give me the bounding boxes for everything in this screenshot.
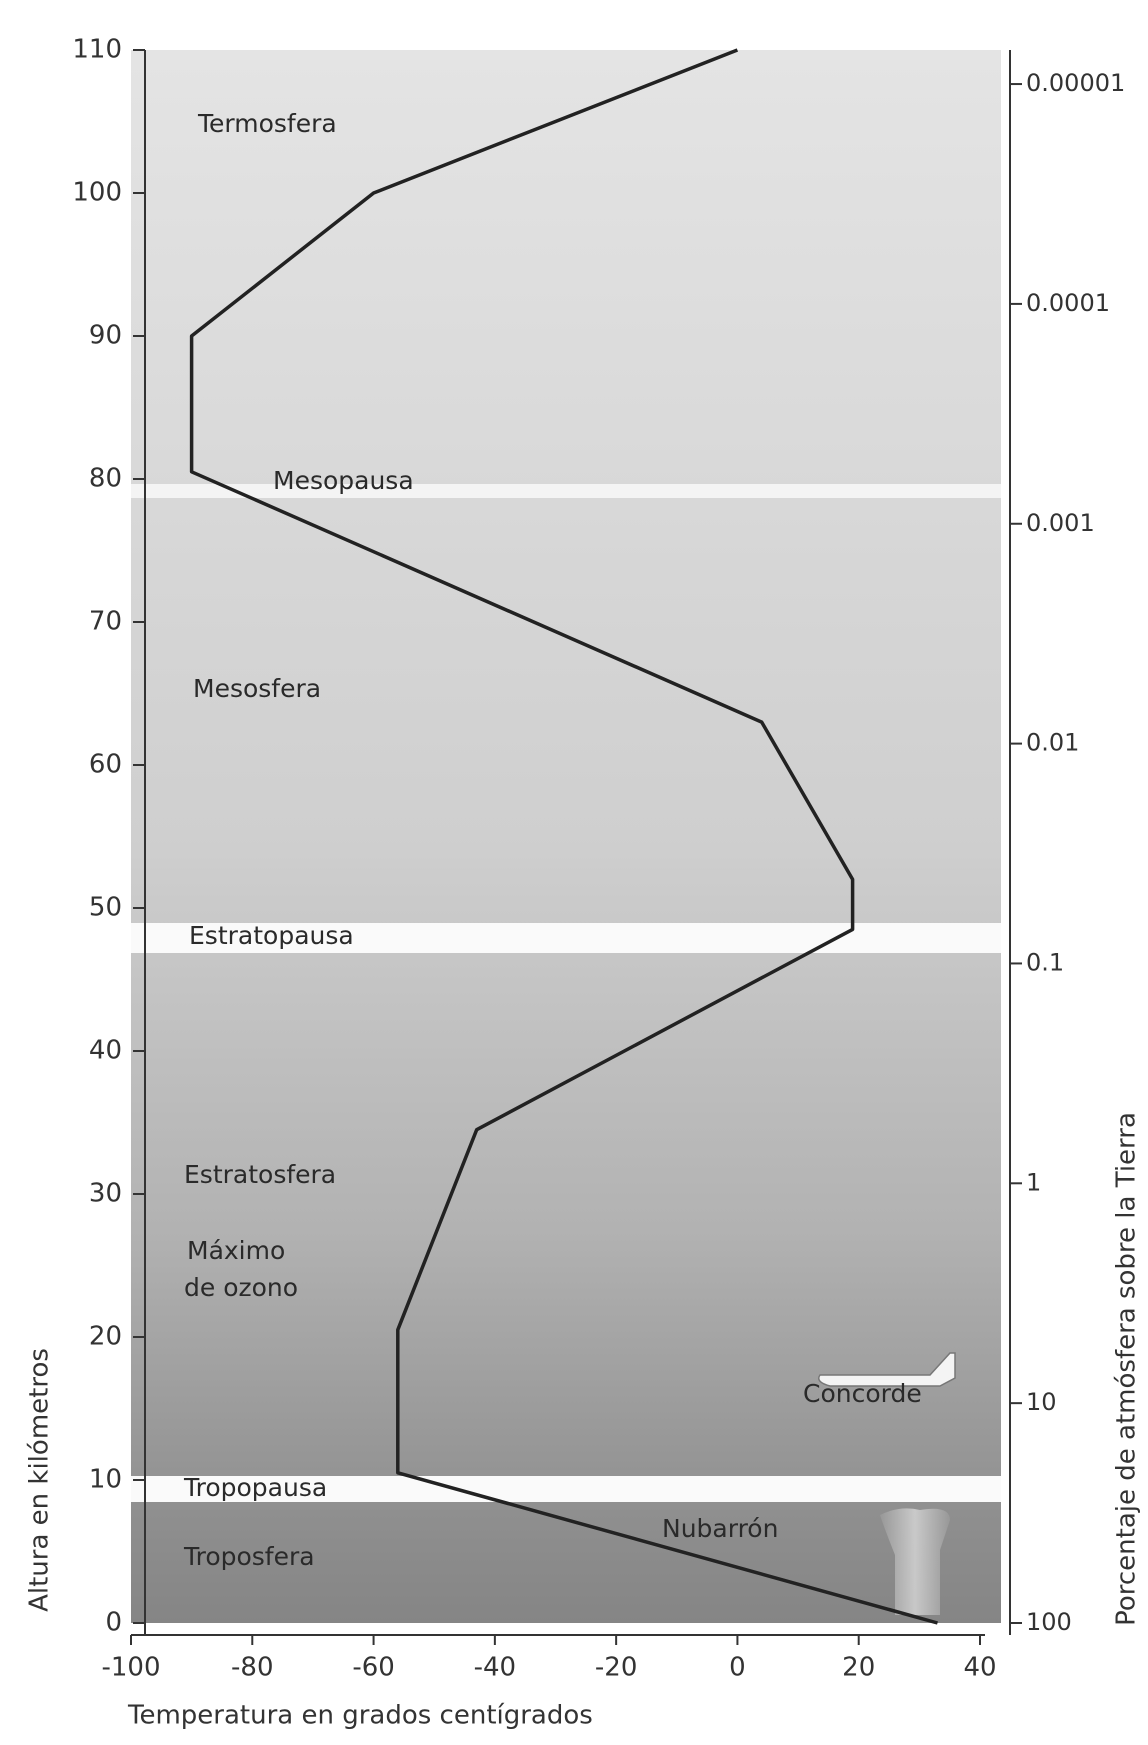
y-tick-label: 50 bbox=[89, 893, 122, 923]
x-tick-label: 0 bbox=[729, 1653, 746, 1683]
y2-tick-label: 0.1 bbox=[1026, 948, 1064, 976]
y-tick-label: 30 bbox=[89, 1179, 122, 1209]
y2-tick-label: 0.001 bbox=[1026, 509, 1095, 537]
layer-label: Nubarrón bbox=[662, 1514, 778, 1543]
layer-label: Máximo bbox=[187, 1236, 285, 1265]
y2-axis-title: Porcentaje de atmósfera sobre la Tierra bbox=[1112, 1112, 1142, 1626]
y-axis-title: Altura en kilómetros bbox=[25, 1348, 55, 1612]
y-tick-label: 80 bbox=[89, 464, 122, 494]
y-tick-label: 60 bbox=[89, 750, 122, 780]
x-tick-label: -100 bbox=[101, 1653, 160, 1683]
layer-label: Mesosfera bbox=[193, 674, 321, 703]
x-tick-label: -20 bbox=[595, 1653, 637, 1683]
tropopause-band bbox=[131, 1476, 1001, 1502]
y2-tick-label: 100 bbox=[1026, 1608, 1072, 1636]
atmosphere-background bbox=[131, 50, 1001, 1623]
y2-tick-label: 10 bbox=[1026, 1388, 1057, 1416]
y-tick-label: 20 bbox=[89, 1322, 122, 1352]
layer-label: Troposfera bbox=[183, 1542, 315, 1571]
layer-label: Estratosfera bbox=[184, 1160, 336, 1189]
layer-label: Tropopausa bbox=[183, 1473, 327, 1502]
stratopause-band bbox=[131, 923, 1001, 953]
layer-label: de ozono bbox=[184, 1273, 298, 1302]
x-tick-label: 20 bbox=[842, 1653, 875, 1683]
x-axis-title: Temperatura en grados centígrados bbox=[127, 1701, 593, 1731]
x-tick-label: -60 bbox=[352, 1653, 394, 1683]
mesopause-band bbox=[131, 484, 1001, 498]
x-tick-label: -80 bbox=[231, 1653, 273, 1683]
y-tick-label: 70 bbox=[89, 607, 122, 637]
layer-label: Termosfera bbox=[197, 109, 337, 138]
layer-label: Estratopausa bbox=[189, 921, 354, 950]
y2-tick-label: 0.0001 bbox=[1026, 289, 1110, 317]
concorde-icon bbox=[818, 1352, 956, 1387]
y2-tick-label: 1 bbox=[1026, 1168, 1041, 1196]
y-tick-label: 110 bbox=[72, 35, 122, 65]
x-tick-label: -40 bbox=[474, 1653, 516, 1683]
y-tick-label: 10 bbox=[89, 1465, 122, 1495]
y2-tick-label: 0.01 bbox=[1026, 729, 1079, 757]
cloud-icon bbox=[880, 1508, 950, 1615]
y-tick-label: 0 bbox=[105, 1608, 122, 1638]
layer-label: Concorde bbox=[803, 1379, 922, 1408]
temperature-line bbox=[189, 48, 938, 1625]
x-tick-label: 40 bbox=[963, 1653, 996, 1683]
y-tick-label: 90 bbox=[89, 321, 122, 351]
y2-tick-label: 0.00001 bbox=[1026, 69, 1125, 97]
layer-label: Mesopausa bbox=[273, 466, 414, 495]
y-tick-label: 100 bbox=[72, 178, 122, 208]
y-tick-label: 40 bbox=[89, 1036, 122, 1066]
